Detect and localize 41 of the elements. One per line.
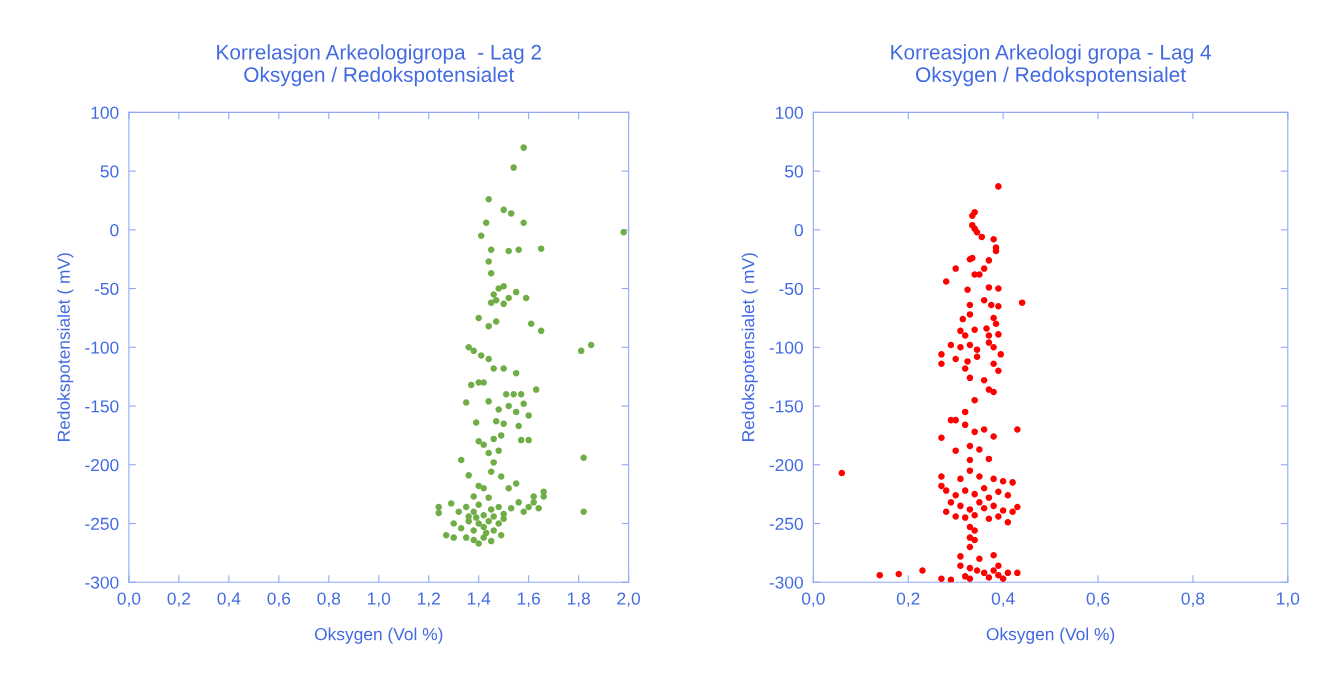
chart-title: Korrelasjon Arkeologigropa - Lag 2 Oksygen / Redokspotensialet [217, 44, 542, 87]
x-tick-label: 1,0 [1277, 592, 1300, 607]
y-tick-label: 100 [91, 106, 119, 119]
x-tick-label: 0,4 [991, 592, 1015, 607]
y-tick-label: -200 [85, 458, 119, 472]
y-tick-label: -150 [85, 400, 119, 413]
y-tick-label: -100 [769, 341, 803, 354]
y-tick-label: -100 [85, 341, 119, 354]
y-tick-label: -50 [779, 282, 803, 296]
y-tick-label: 0 [794, 224, 803, 237]
y-tick-label: 50 [100, 165, 119, 178]
x-tick-label: 0,2 [167, 592, 191, 607]
x-tick-label: 0,0 [117, 592, 141, 607]
y-tick-label: -250 [769, 517, 803, 530]
x-tick-label: 0,4 [217, 592, 241, 607]
y-axis-title: Redokspotensialet ( mV) [57, 253, 74, 441]
chart-title: Korreasjon Arkeologi gropa - Lag 4 Oksygen / Redokspotensialet [891, 44, 1211, 87]
x-tick-label: 0,6 [1086, 592, 1110, 607]
x-tick-label: 0,2 [896, 592, 920, 607]
y-tick-label: -200 [769, 458, 803, 472]
y-tick-label: -300 [85, 576, 119, 589]
y-tick-label: 50 [785, 165, 803, 178]
y-tick-label: -50 [94, 282, 119, 296]
x-tick-label: 1,4 [467, 592, 491, 607]
x-tick-label: 1,6 [517, 592, 540, 607]
y-tick-label: -250 [85, 517, 119, 530]
x-tick-label: 1,2 [417, 592, 440, 607]
x-tick-label: 0,6 [267, 592, 291, 607]
y-tick-label: 0 [110, 224, 119, 237]
x-tick-label: 1,0 [368, 592, 391, 607]
x-tick-label: 0,0 [801, 592, 825, 607]
x-tick-label: 1,8 [567, 592, 590, 607]
x-tick-label: 2,0 [617, 592, 641, 607]
x-tick-label: 0,8 [1181, 592, 1205, 607]
x-axis-title: Oksygen (Vol %) [986, 627, 1115, 644]
y-tick-label: -300 [769, 576, 803, 589]
x-tick-label: 0,8 [317, 592, 341, 607]
y-tick-label: -150 [769, 400, 803, 413]
x-axis-title: Oksygen (Vol %) [314, 627, 443, 644]
y-tick-label: 100 [775, 106, 803, 119]
y-axis-title: Redokspotensialet ( mV) [741, 253, 758, 441]
